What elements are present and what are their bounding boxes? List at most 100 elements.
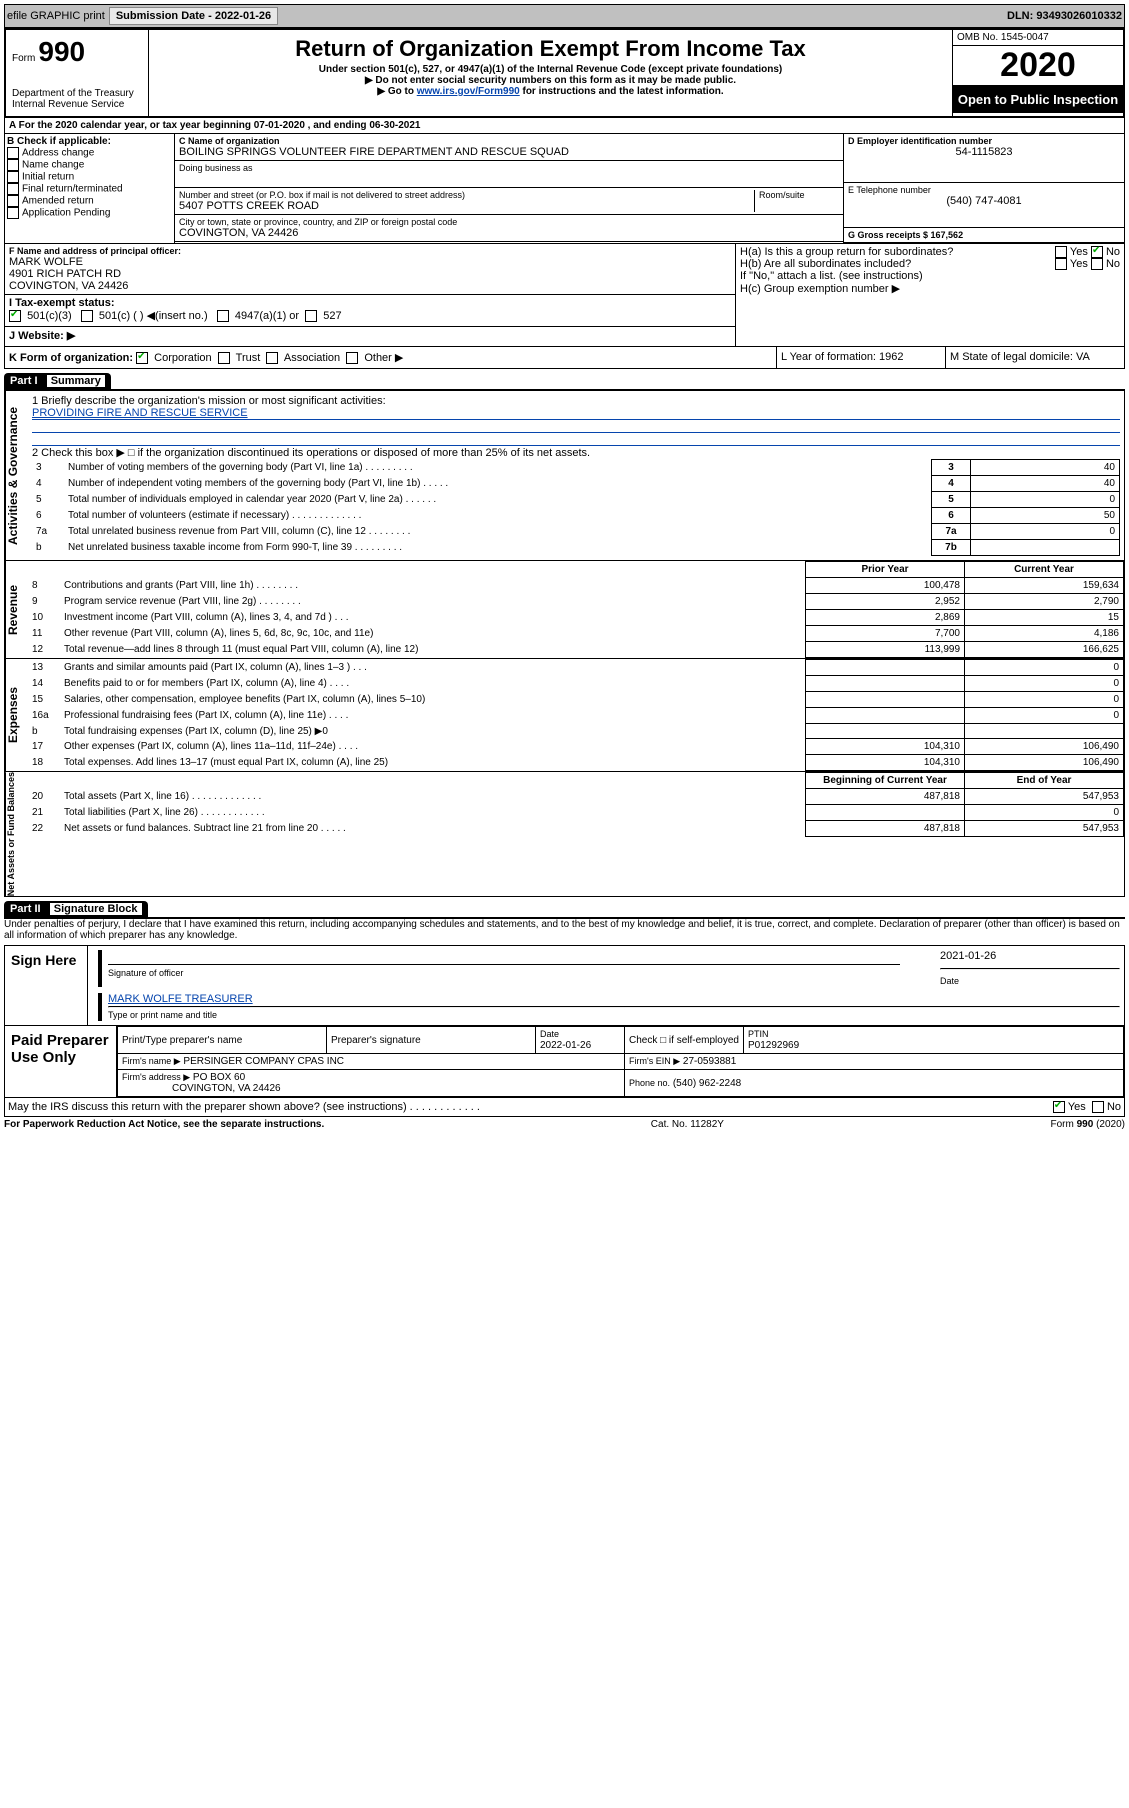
room-label: Room/suite [759,190,839,200]
cb-corp[interactable] [136,352,148,364]
dept-label: Department of the Treasury Internal Reve… [12,88,142,110]
cb-amended[interactable]: Amended return [7,195,172,207]
rot-netassets: Net Assets or Fund Balances [5,772,28,896]
line-a: A For the 2020 calendar year, or tax yea… [4,118,1125,134]
perjury-text: Under penalties of perjury, I declare th… [4,919,1125,941]
cb-pending[interactable]: Application Pending [7,207,172,219]
cb-address[interactable]: Address change [7,147,172,159]
sub3b: for instructions and the latest informat… [520,86,724,97]
subtitle-2: ▶ Do not enter social security numbers o… [153,75,948,86]
k-label: K Form of organization: [9,352,133,364]
city-state-zip: COVINGTON, VA 24426 [179,227,839,239]
line1-label: 1 Briefly describe the organization's mi… [32,395,1120,407]
cb-501c[interactable] [81,310,93,322]
telephone: (540) 747-4081 [848,195,1120,207]
expense-table: 13Grants and similar amounts paid (Part … [28,659,1124,771]
cb-4947[interactable] [217,310,229,322]
rot-expenses: Expenses [5,659,28,771]
firm-addr2: COVINGTON, VA 24426 [172,1083,281,1094]
hc-label: H(c) Group exemption number ▶ [740,282,1120,295]
irs-link[interactable]: www.irs.gov/Form990 [417,86,520,97]
title-block: Form 990 Department of the Treasury Inte… [4,28,1125,118]
ein: 54-1115823 [848,146,1120,158]
d-label: D Employer identification number [848,136,1120,146]
subtitle-1: Under section 501(c), 527, or 4947(a)(1)… [153,64,948,75]
sub3a: ▶ Go to [377,86,416,97]
signer-name[interactable]: MARK WOLFE TREASURER [108,993,253,1005]
hb-no[interactable] [1091,258,1103,270]
ha-yes[interactable] [1055,246,1067,258]
l-year: L Year of formation: 1962 [776,347,945,368]
line2: 2 Check this box ▶ □ if the organization… [32,446,1120,459]
open-inspection: Open to Public Inspection [953,86,1123,113]
ptin: P01292969 [748,1040,799,1051]
omb-number: OMB No. 1545-0047 [953,30,1123,46]
cb-501c3[interactable] [9,310,21,322]
cb-name[interactable]: Name change [7,159,172,171]
part1-bar: Part I Summary [4,373,111,389]
cb-other[interactable] [346,352,358,364]
g-gross: G Gross receipts $ 167,562 [848,230,1120,240]
firm-ein: 27-0593881 [683,1056,736,1067]
form-label: Form [12,53,35,64]
prep-label: Paid Preparer Use Only [5,1026,117,1097]
e-label: E Telephone number [848,185,1120,195]
i-label: I Tax-exempt status: [9,297,115,309]
rot-revenue: Revenue [5,561,28,658]
type-label: Type or print name and title [108,1010,217,1020]
discuss-question: May the IRS discuss this return with the… [8,1101,1053,1113]
officer-name: MARK WOLFE [9,256,731,268]
form-footer: Form 990 (2020) [1051,1119,1125,1130]
sign-here-label: Sign Here [5,946,88,1025]
addr-label: Number and street (or P.O. box if mail i… [179,190,754,200]
hb-note: If "No," attach a list. (see instruction… [740,270,1120,282]
topbar: efile GRAPHIC print Submission Date - 20… [4,4,1125,28]
org-name: BOILING SPRINGS VOLUNTEER FIRE DEPARTMEN… [179,146,839,158]
form-title: Return of Organization Exempt From Incom… [153,36,948,62]
efile-label: efile GRAPHIC print [7,10,105,22]
city-label: City or town, state or province, country… [179,217,839,227]
discuss-no[interactable] [1092,1101,1104,1113]
b-header: B Check if applicable: [7,136,172,147]
subtitle-3: ▶ Go to www.irs.gov/Form990 for instruct… [153,86,948,97]
prep-selfemp[interactable]: Check □ if self-employed [624,1027,743,1054]
firm-name: PERSINGER COMPANY CPAS INC [183,1056,344,1067]
f-label: F Name and address of principal officer: [9,246,731,256]
dln-label: DLN: 93493026010332 [1007,10,1122,22]
sig-date-label: Date [940,976,959,986]
cb-527[interactable] [305,310,317,322]
balance-table: Beginning of Current YearEnd of Year20To… [28,772,1124,837]
part2-bar: Part II Signature Block [4,901,148,917]
prep-date: 2022-01-26 [540,1040,591,1051]
tax-year: 2020 [953,46,1123,86]
discuss-yes[interactable] [1053,1101,1065,1113]
prep-sig-label: Preparer's signature [326,1027,535,1054]
ha-label: H(a) Is this a group return for subordin… [740,246,1055,258]
cb-assoc[interactable] [266,352,278,364]
street-address: 5407 POTTS CREEK ROAD [179,200,754,212]
submission-date-button[interactable]: Submission Date - 2022-01-26 [109,7,278,25]
revenue-table: Prior YearCurrent Year8Contributions and… [28,561,1124,658]
cb-trust[interactable] [218,352,230,364]
ha-no[interactable] [1091,246,1103,258]
m-state: M State of legal domicile: VA [945,347,1124,368]
form-number-box: Form 990 Department of the Treasury Inte… [6,30,149,116]
rot-activities: Activities & Governance [5,391,28,560]
cb-final[interactable]: Final return/terminated [7,183,172,195]
firm-addr1: PO BOX 60 [193,1072,245,1083]
cat-no: Cat. No. 11282Y [651,1119,724,1130]
officer-addr2: COVINGTON, VA 24426 [9,280,731,292]
prep-name-label: Print/Type preparer's name [117,1027,326,1054]
summary-numbers: 3Number of voting members of the governi… [32,459,1120,556]
sig-officer-label: Signature of officer [108,968,183,978]
mission-text[interactable]: PROVIDING FIRE AND RESCUE SERVICE [32,407,248,419]
hb-yes[interactable] [1055,258,1067,270]
officer-addr1: 4901 RICH PATCH RD [9,268,731,280]
j-label: J Website: ▶ [9,330,75,342]
c-name-label: C Name of organization [179,136,839,146]
cb-initial[interactable]: Initial return [7,171,172,183]
form-number: 990 [38,36,85,67]
dba-label: Doing business as [179,163,839,173]
section-b: B Check if applicable: Address change Na… [5,134,175,243]
firm-phone: (540) 962-2248 [673,1078,741,1089]
